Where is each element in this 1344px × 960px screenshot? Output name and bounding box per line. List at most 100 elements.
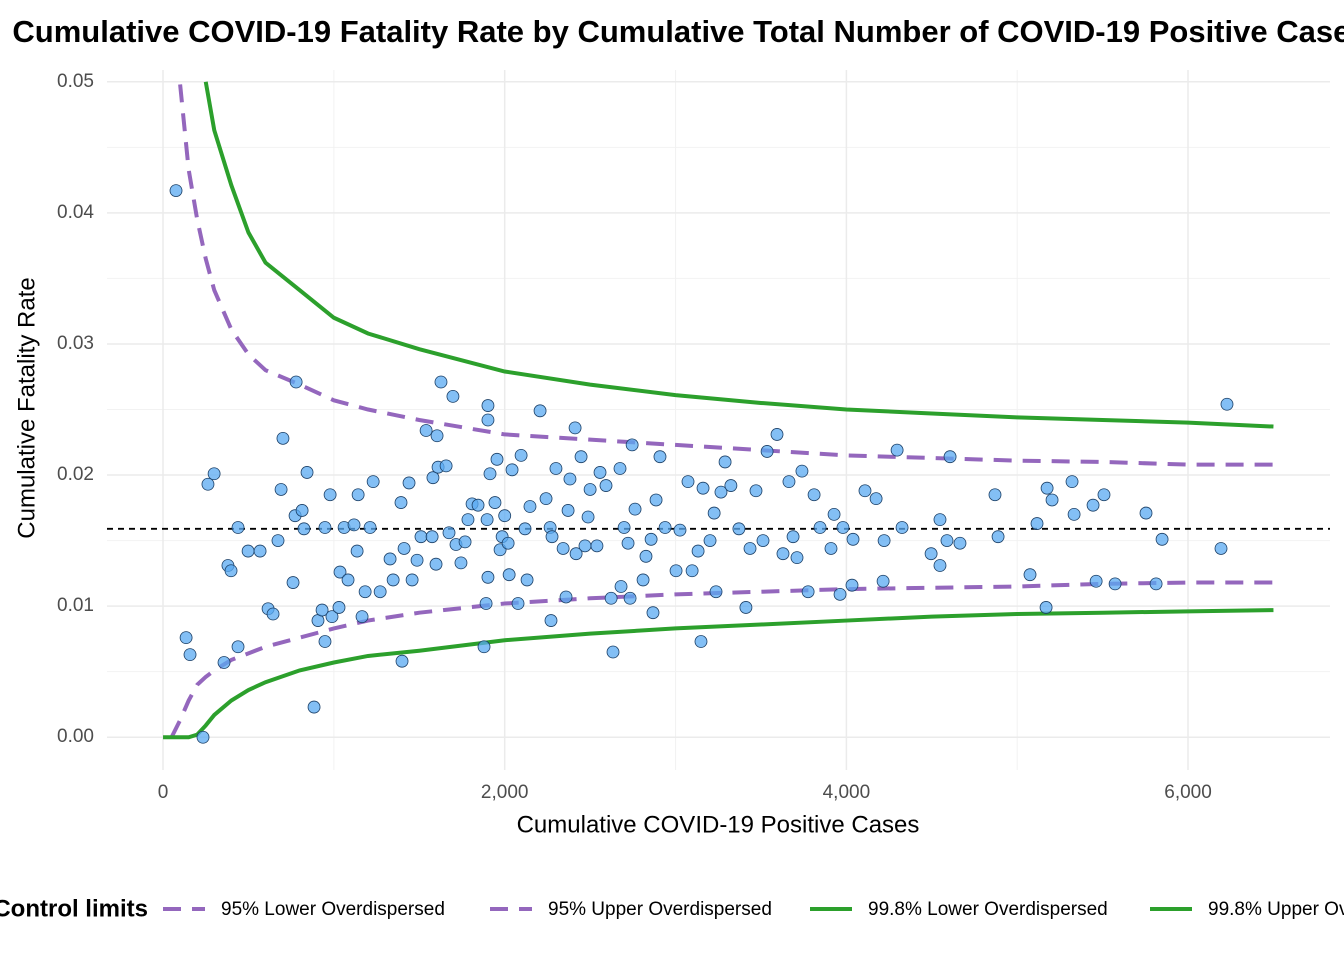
data-point [569,547,583,561]
data-point [419,424,433,437]
data-point [1067,507,1081,521]
data-point [604,591,618,605]
data-point [511,597,525,610]
data-point [395,654,409,668]
data-point [394,496,408,509]
data-point [1139,506,1153,520]
data-point [807,488,821,502]
x-tick-label: 6,000 [1164,782,1212,803]
data-point [454,556,468,570]
legend-label: 99.8% Lower Overdispersed [868,899,1108,920]
data-point [442,526,456,540]
data-point [563,472,577,486]
data-point [471,498,485,512]
data-point [718,455,732,469]
data-point [877,534,891,547]
data-point [714,485,728,499]
data-point [183,648,197,662]
data-point [685,564,699,578]
data-point [681,475,695,489]
data-point [481,399,495,412]
data-point [201,477,215,491]
data-point [241,544,255,558]
data-point [1039,601,1053,614]
y-tick-label: 0.00 [57,726,94,747]
data-point [425,530,439,544]
data-point [991,530,1005,544]
data-point [940,534,954,547]
data-point [846,532,860,546]
data-point [646,606,660,620]
data-point [274,483,288,496]
data-point [621,536,635,550]
data-point [307,700,321,714]
data-point [1149,577,1163,591]
data-point [703,534,717,547]
data-point [383,552,397,566]
data-point [599,479,613,492]
data-point [196,730,210,744]
data-point [869,492,883,506]
data-point [561,504,575,517]
data-point [669,564,683,578]
data-point [286,576,300,589]
x-axis-title: Cumulative COVID-19 Positive Cases [517,811,920,838]
data-point [366,475,380,489]
data-point [770,428,784,441]
data-point [341,573,355,587]
data-point [1097,488,1111,502]
data-point [988,488,1002,502]
data-point [350,544,364,558]
data-point [224,564,238,578]
data-point [461,513,475,527]
data-point [876,574,890,588]
data-point [545,530,559,544]
data-point [520,573,534,587]
data-point [732,522,746,536]
plot-area [107,81,1330,744]
data-point [824,542,838,555]
data-point [315,603,329,617]
legend-title: Control limits [0,895,148,922]
data-point [446,390,460,403]
data-point [271,534,285,547]
data-point [231,521,245,534]
data-point [539,492,553,506]
data-point [414,530,428,544]
x-tick-label: 2,000 [481,782,529,803]
data-point [933,559,947,572]
data-point [795,464,809,478]
data-point [502,568,516,582]
data-point [347,518,361,532]
control-limit-line [178,84,1274,467]
data-point [439,459,453,473]
chart-title: Cumulative COVID-19 Fatality Rate by Cum… [12,14,1344,49]
data-point [924,547,938,561]
data-point [295,504,309,517]
control-limit-line [169,580,1274,739]
data-point [606,645,620,659]
y-tick-label: 0.05 [57,71,94,92]
data-point [1023,568,1037,582]
legend-label: 99.8% Upper Overdispersed [1208,899,1344,920]
data-point [1045,493,1059,507]
x-tick-label: 4,000 [823,782,871,803]
data-point [318,521,332,534]
data-point [266,607,280,621]
data-point [479,597,493,610]
data-point [709,585,723,599]
data-point [782,475,796,489]
data-point [276,431,290,445]
data-point [895,521,909,534]
data-point [1086,498,1100,512]
data-point [623,591,637,605]
data-point [836,521,850,534]
data-point [297,522,311,536]
data-point [1108,577,1122,591]
data-point [480,513,494,527]
data-point [636,573,650,587]
data-point [426,471,440,485]
data-point [430,429,444,443]
data-point [858,484,872,498]
data-point [574,450,588,464]
